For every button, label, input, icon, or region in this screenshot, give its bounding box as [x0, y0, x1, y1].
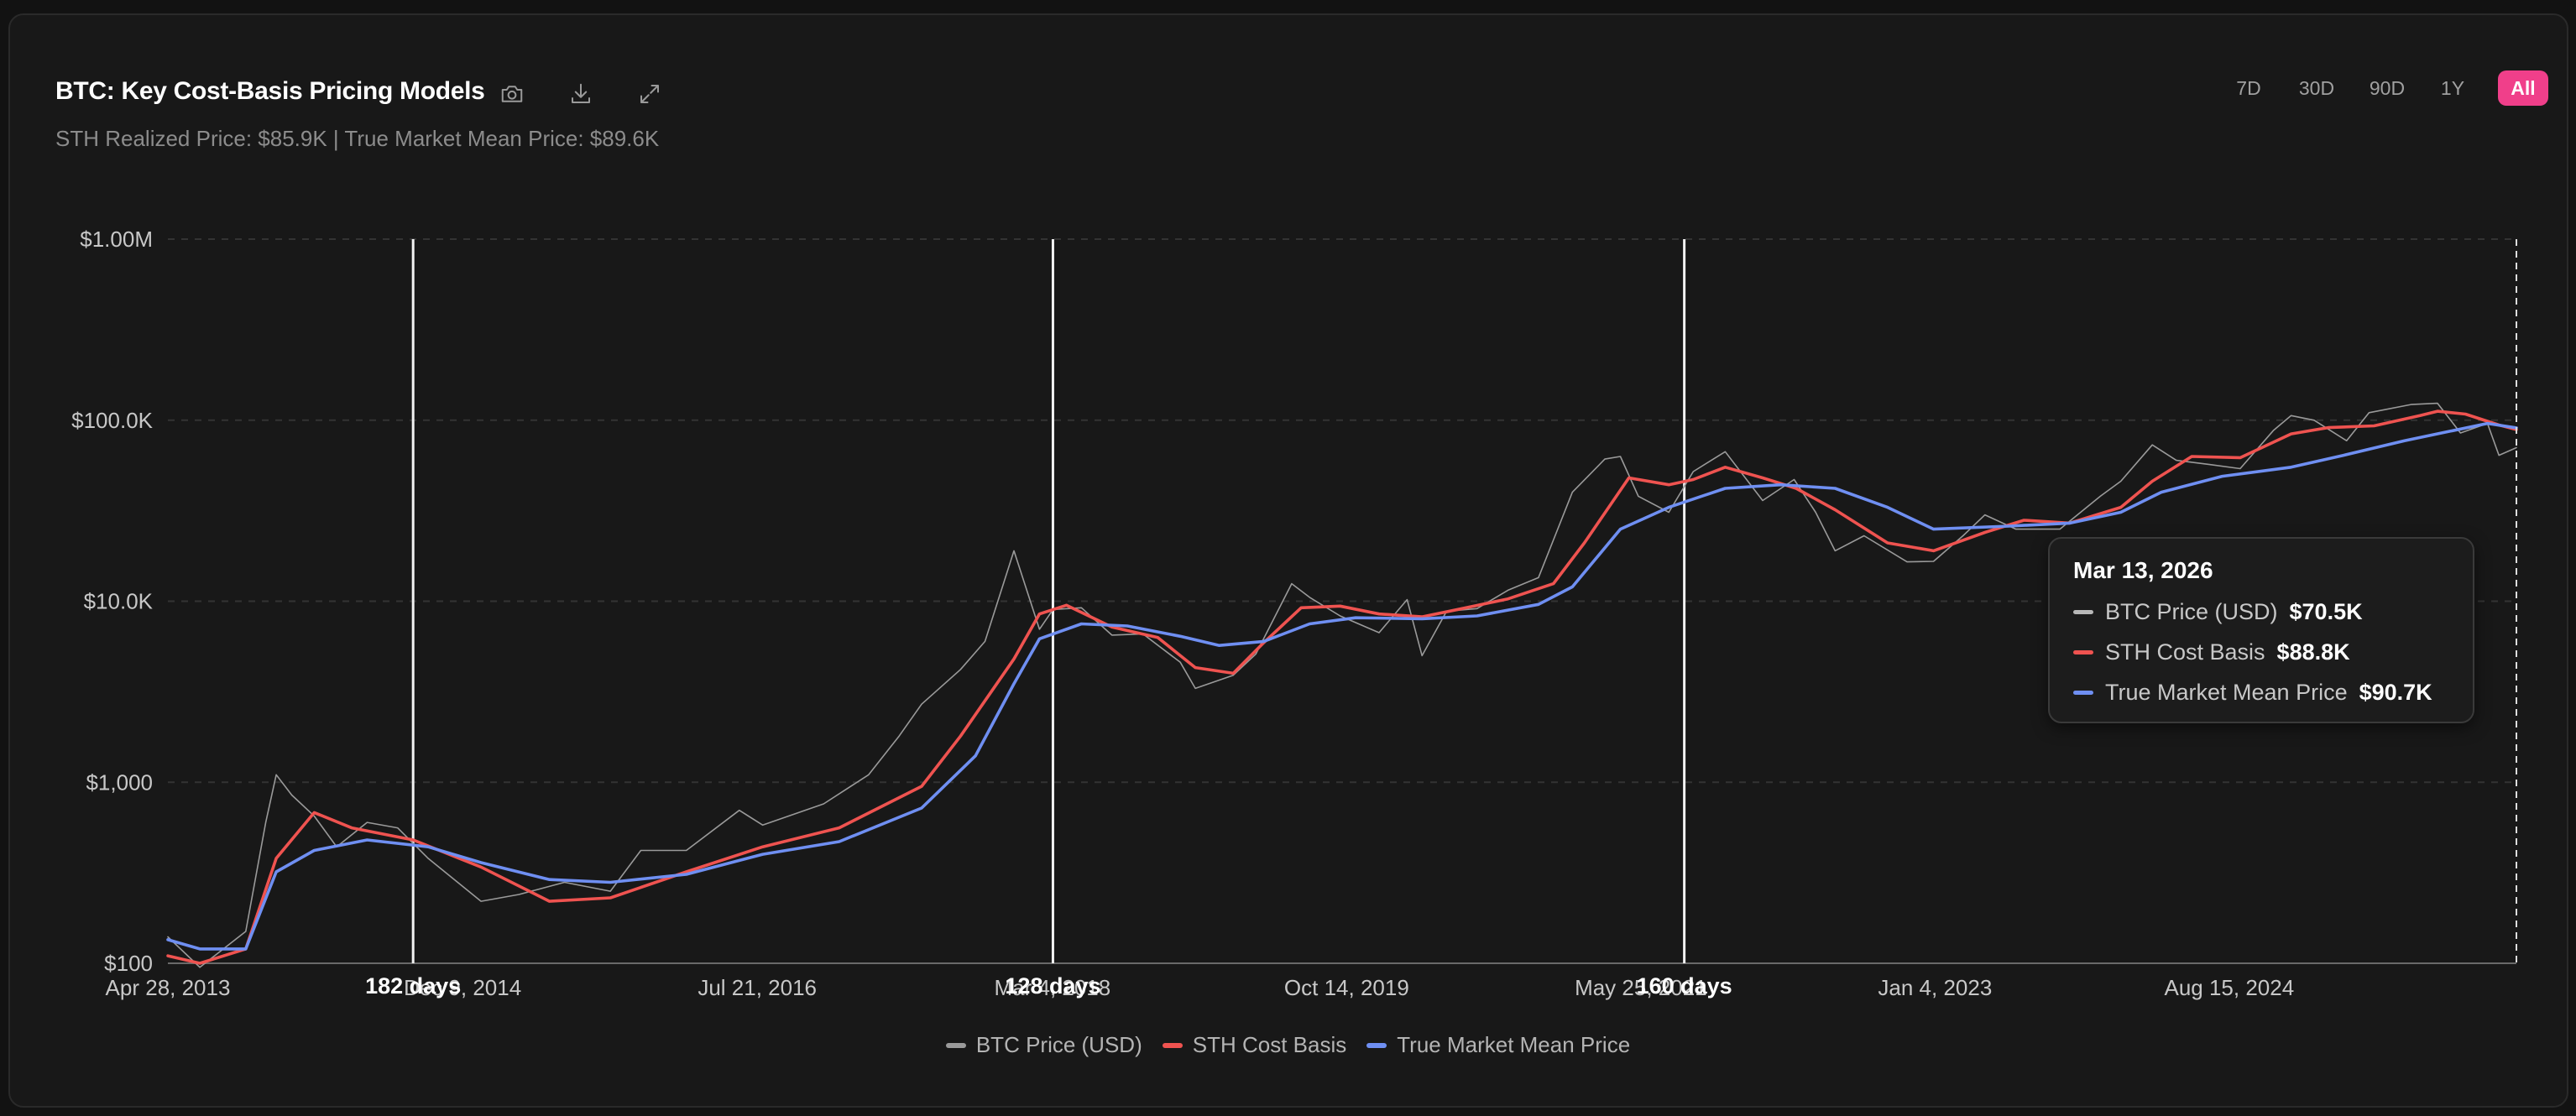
tooltip-series-name: STH Cost Basis — [2105, 639, 2265, 665]
series-lines — [166, 402, 2518, 968]
tooltip-series-name: BTC Price (USD) — [2105, 598, 2278, 624]
y-tick-label: $100 — [104, 951, 153, 976]
annotations: 182 days 128 days 160 days — [365, 239, 1732, 999]
sth-cost-basis-line — [166, 409, 2518, 965]
true-market-mean-line — [166, 421, 2518, 951]
download-icon[interactable] — [564, 77, 598, 111]
tooltip-series-value: $90.7K — [2359, 679, 2432, 705]
x-tick-label: Jul 21, 2016 — [698, 975, 817, 1000]
chart-subtitle: STH Realized Price: $85.9K | True Market… — [55, 126, 660, 151]
legend-item-true-market-mean[interactable]: True Market Mean Price — [1366, 1032, 1630, 1058]
legend-label: STH Cost Basis — [1192, 1032, 1347, 1057]
x-tick-label: Apr 28, 2013 — [106, 975, 231, 1000]
legend-swatch — [945, 1042, 966, 1048]
legend-label: True Market Mean Price — [1397, 1032, 1631, 1057]
tooltip-row-sth: STH Cost Basis $88.8K — [2073, 638, 2350, 666]
chart-title: BTC: Key Cost-Basis Pricing Models — [55, 77, 485, 105]
y-tick-label: $10.0K — [84, 589, 154, 614]
tooltip-series-name: True Market Mean Price — [2105, 679, 2348, 705]
expand-icon[interactable] — [633, 77, 666, 111]
tooltip-swatch — [2073, 649, 2093, 654]
cycle-marker-label: 128 days — [1005, 973, 1100, 999]
x-tick-label: Aug 15, 2024 — [2164, 975, 2294, 1000]
y-tick-label: $100.0K — [71, 408, 154, 433]
tooltip-row-tmm: True Market Mean Price $90.7K — [2073, 678, 2432, 707]
range-90d-button[interactable]: 90D — [2369, 77, 2406, 99]
tooltip-series-value: $70.5K — [2289, 598, 2363, 624]
legend-item-btc-price[interactable]: BTC Price (USD) — [945, 1032, 1142, 1058]
x-tick-label: Mar 4, 2018 — [994, 975, 1110, 1000]
cycle-marker-label: 160 days — [1637, 973, 1732, 999]
legend-swatch — [1162, 1042, 1183, 1048]
btc-price-line — [167, 402, 2517, 968]
tooltip-swatch — [2073, 690, 2093, 695]
tooltip-swatch — [2073, 609, 2093, 614]
y-axis: $100 $1,000 $10.0K $100.0K $1.00M — [71, 227, 154, 976]
y-tick-label: $1.00M — [80, 227, 153, 252]
range-30d-button[interactable]: 30D — [2298, 77, 2335, 99]
chart-legend: BTC Price (USD) STH Cost Basis True Mark… — [0, 1032, 2576, 1058]
range-1y-button[interactable]: 1Y — [2440, 77, 2465, 99]
x-axis: Apr 28, 2013 Dec 9, 2014 Jul 21, 2016 Mar 4… — [106, 975, 2295, 1000]
x-tick-label: Oct 14, 2019 — [1284, 975, 1409, 1000]
tooltip-row-btc: BTC Price (USD) $70.5K — [2073, 597, 2363, 626]
grid-lines — [168, 238, 2516, 964]
range-7d-button[interactable]: 7D — [2236, 77, 2261, 99]
tooltip-series-value: $88.8K — [2276, 639, 2350, 665]
legend-label: BTC Price (USD) — [975, 1032, 1142, 1057]
legend-swatch — [1366, 1042, 1387, 1048]
camera-icon[interactable] — [495, 77, 529, 111]
x-tick-label: Dec 9, 2014 — [404, 975, 521, 1000]
tooltip-date: Mar 13, 2026 — [2073, 557, 2213, 583]
legend-item-sth-cost-basis[interactable]: STH Cost Basis — [1162, 1032, 1347, 1058]
range-all-button[interactable]: All — [2498, 70, 2548, 106]
x-tick-label: Jan 4, 2023 — [1878, 975, 1992, 1000]
cycle-marker-label: 182 days — [365, 973, 461, 999]
y-tick-label: $1,000 — [86, 769, 153, 795]
x-tick-label: May 25, 2021 — [1575, 975, 1707, 1000]
hover-tooltip: Mar 13, 2026 BTC Price (USD) $70.5K STH … — [2048, 537, 2474, 723]
